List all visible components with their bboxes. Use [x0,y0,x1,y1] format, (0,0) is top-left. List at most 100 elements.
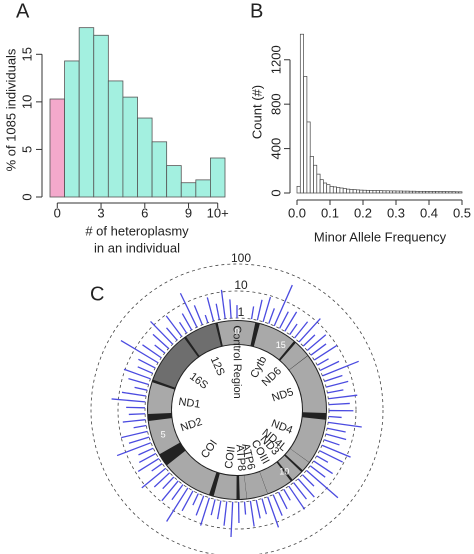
spike [272,494,283,516]
bar [359,189,364,194]
x-tick-label: 0.0 [288,205,306,220]
grid-circle [90,263,384,554]
bar [326,184,331,194]
bar [49,98,65,198]
spike [137,366,153,374]
spike [121,391,147,397]
gene-label: ATP8 [234,444,248,471]
gene-label: ND1 [178,396,201,411]
spike [328,394,358,400]
gene-segment [153,338,198,388]
spike [152,333,170,349]
spike [142,344,162,359]
r-tick-label: 1 [238,305,245,319]
x-tick-label: 0 [54,205,61,220]
spike [243,501,247,515]
spike [151,463,163,472]
panel-label: C [90,283,104,305]
gene-segment [186,323,221,356]
bar [441,191,446,194]
spike [138,452,157,463]
spike [123,368,151,380]
spike [165,315,183,337]
bar [431,191,436,194]
bar [319,179,324,194]
bar [369,190,374,194]
bar [392,190,397,194]
x-tick-label: 0.1 [321,205,339,220]
spike [319,450,343,463]
spike [328,415,342,419]
position-tick-label: 0 [234,326,239,336]
bar [323,182,328,194]
bar [122,96,138,198]
spike [150,321,174,345]
gene-segment [244,472,268,499]
gene-segment [278,455,302,480]
x-tick-label: 3 [97,205,104,220]
bar [412,190,417,194]
gene-label: ND5 [270,386,295,404]
bar [346,188,351,194]
spike [313,344,338,361]
spike [220,289,226,319]
spike [256,299,263,321]
position-tick-label: 10 [279,466,289,476]
spike [324,374,343,383]
spike [137,458,160,473]
bar [306,121,311,194]
gene-segment [289,355,326,414]
bar [438,191,443,194]
spike [128,413,146,416]
y-tick-label: 0 [268,189,283,196]
spike [215,303,220,320]
spike [249,500,255,527]
spike [154,344,166,354]
spike [171,484,184,501]
bar [379,190,384,194]
spike [298,318,321,343]
spike [306,334,327,352]
spike [293,321,309,339]
gene-segment [239,475,247,499]
bar [356,189,361,194]
bar [422,190,427,194]
r-tick-label: 10 [234,278,248,292]
spike [178,321,188,334]
spike [122,419,146,423]
gene-label: COI [199,438,220,461]
gene-label: Control Region [231,325,243,398]
spike [273,284,293,327]
gene-segment [280,343,308,370]
spike [192,493,199,506]
spike [301,474,315,487]
bar [395,190,400,194]
spike [216,500,222,520]
spike [138,447,154,456]
spike [325,433,347,441]
position-tick-label: 15 [276,340,286,350]
spike [316,455,329,463]
spike [128,377,149,386]
spike [223,501,228,526]
spike [161,480,179,502]
y-tick-label: 400 [268,138,283,160]
gene-label: ND2 [179,416,204,434]
gene-segment [217,321,256,346]
spike [128,436,150,444]
spike [166,487,189,522]
spike [179,292,198,328]
spike [230,501,234,538]
spike [195,495,205,516]
spike [302,334,316,347]
x-axis-label: Minor Allele Frequency [314,229,447,244]
bar [93,34,109,198]
spike [322,360,359,377]
spike [293,482,307,500]
spike [328,402,350,406]
panel-label: A [16,0,30,22]
gene-segment [213,473,237,499]
bar [332,186,337,194]
spike [199,497,210,526]
bar [365,189,370,194]
